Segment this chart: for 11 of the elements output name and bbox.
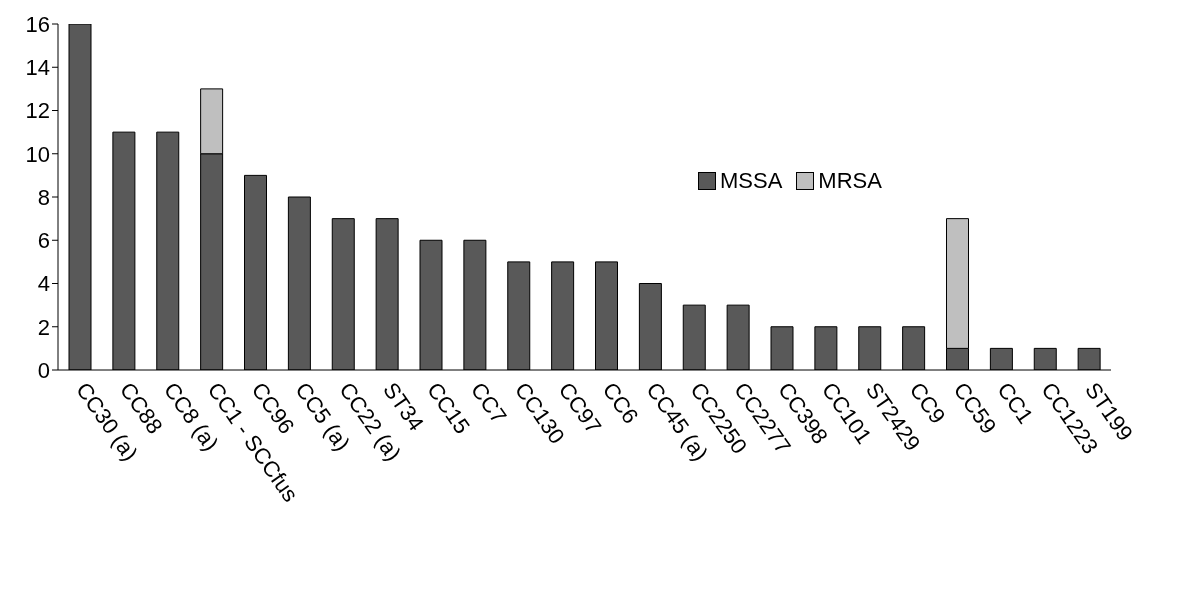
legend-label: MSSA <box>719 168 783 194</box>
legend-label: MRSA <box>817 168 882 194</box>
y-tick-label: 12 <box>25 98 50 124</box>
y-tick-label: 16 <box>25 11 50 37</box>
y-tick-label: 2 <box>37 314 50 340</box>
y-tick-label: 8 <box>37 184 50 210</box>
y-tick-label: 6 <box>37 228 50 254</box>
y-tick-label: 14 <box>25 55 50 81</box>
y-tick-label: 0 <box>37 357 50 383</box>
y-tick-label: 10 <box>25 141 50 167</box>
y-tick-label: 4 <box>37 271 50 297</box>
